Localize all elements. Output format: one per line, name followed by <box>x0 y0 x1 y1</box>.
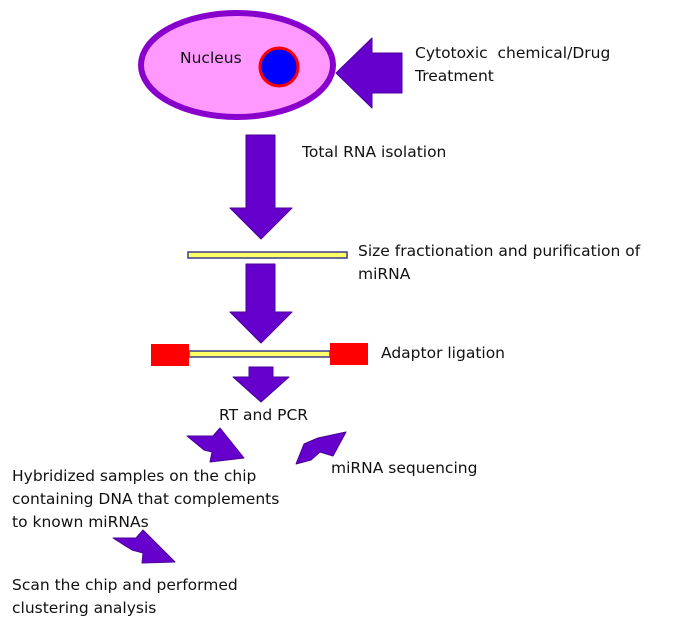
down-arrow-icon <box>232 366 290 403</box>
nucleus-icon <box>258 46 300 88</box>
adaptor-icon <box>330 343 368 365</box>
cell-icon <box>138 10 336 120</box>
rna-strand-icon <box>188 350 331 358</box>
treatment-label-line2: Treatment <box>415 67 494 85</box>
nucleus-label: Nucleus <box>180 49 242 67</box>
mirna-sequencing-label: miRNA sequencing <box>331 459 478 477</box>
hybridized-label-line2: containing DNA that complements <box>12 490 280 508</box>
hybridized-label-line1: Hybridized samples on the chip <box>12 467 257 485</box>
diagonal-arrow-icon <box>295 431 347 465</box>
adaptor-ligation-label: Adaptor ligation <box>381 344 506 362</box>
adaptor-icon <box>151 344 189 366</box>
total-rna-label: Total RNA isolation <box>302 143 447 161</box>
hybridized-label-line3: to known miRNAs <box>12 513 149 531</box>
rna-strand-icon <box>187 251 348 259</box>
down-arrow-icon <box>229 134 293 240</box>
size-fractionation-label-line2: miRNA <box>358 265 411 283</box>
scan-chip-label-line1: Scan the chip and performed <box>12 576 238 594</box>
diagonal-arrow-icon <box>186 427 245 463</box>
scan-chip-label-line2: clustering analysis <box>12 599 157 617</box>
treatment-arrow-icon <box>335 37 403 109</box>
size-fractionation-label-line1: Size fractionation and purification of <box>358 242 641 260</box>
down-arrow-icon <box>229 263 293 344</box>
treatment-label-line1: Cytotoxic chemical/Drug <box>415 44 611 62</box>
diagonal-arrow-icon <box>112 529 176 564</box>
rt-pcr-label: RT and PCR <box>219 406 309 424</box>
